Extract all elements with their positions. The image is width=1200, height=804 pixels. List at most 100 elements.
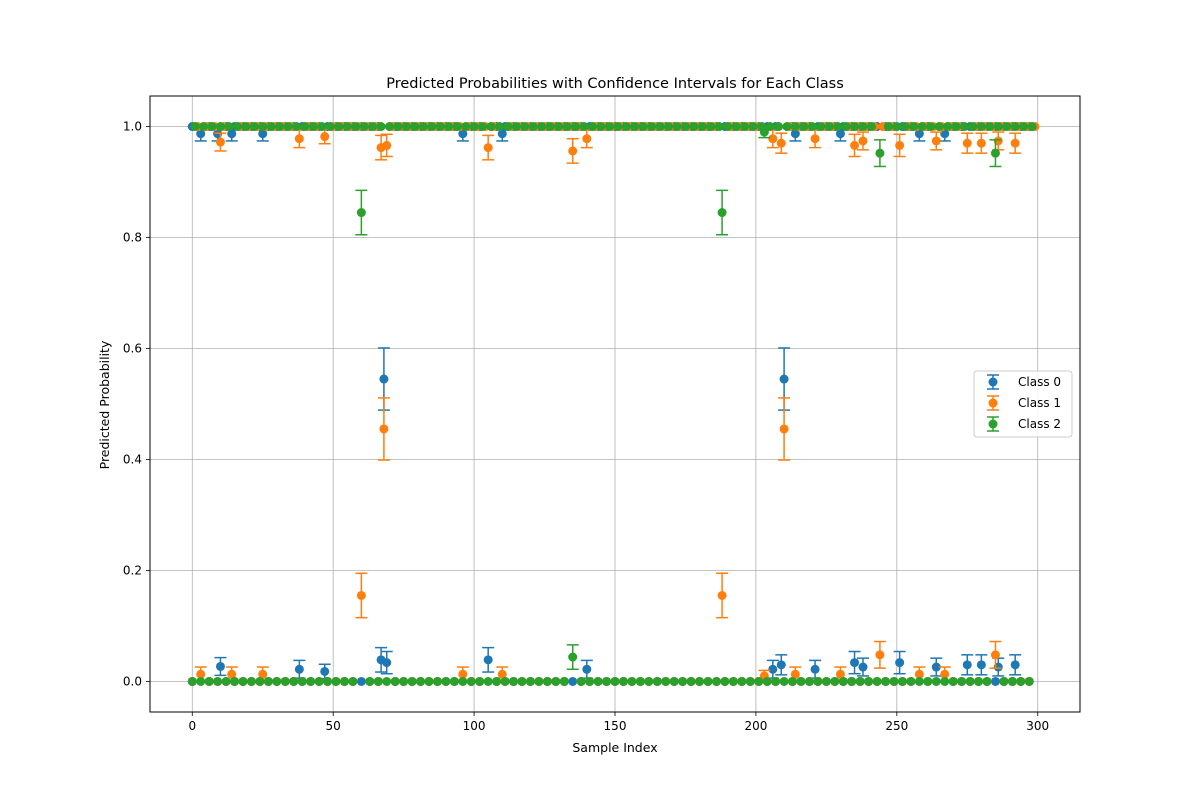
data-point (655, 122, 665, 132)
data-point (221, 676, 231, 686)
data-point (906, 676, 916, 686)
data-point (551, 676, 561, 686)
data-point (850, 658, 860, 668)
data-point (664, 122, 674, 132)
data-point (385, 122, 395, 132)
x-tick-label: 250 (885, 719, 908, 733)
data-point (835, 129, 845, 139)
data-point (917, 122, 927, 132)
legend: Class 0 Class 1 Class 2 (973, 370, 1073, 438)
data-point (895, 140, 905, 150)
data-point (714, 122, 724, 132)
data-point (292, 122, 302, 132)
data-point (914, 676, 924, 686)
data-point (365, 676, 375, 686)
data-point (788, 676, 798, 686)
data-point (509, 676, 519, 686)
data-point (604, 122, 614, 132)
data-point (215, 137, 225, 147)
data-point (554, 122, 564, 132)
data-point (934, 122, 944, 132)
data-point (990, 650, 1000, 660)
y-tick-label: 0.8 (123, 231, 142, 245)
data-point (985, 122, 995, 132)
data-point (317, 122, 327, 132)
data-point (258, 669, 268, 679)
data-point (824, 122, 834, 132)
data-point (776, 138, 786, 148)
data-point (379, 424, 389, 434)
data-point (410, 122, 420, 132)
data-point (458, 669, 468, 679)
data-point (215, 661, 225, 671)
data-point (799, 122, 809, 132)
x-axis-ticks: 0 50 100 150 200 250 300 (188, 712, 1049, 733)
data-point (458, 129, 468, 139)
x-tick-label: 200 (744, 719, 767, 733)
legend-label: Class 2 (1018, 417, 1061, 431)
data-point (379, 374, 389, 384)
y-axis-ticks: 0.0 0.2 0.4 0.6 0.8 1.0 (123, 120, 150, 688)
data-point (373, 676, 383, 686)
data-point (768, 134, 778, 144)
x-tick-label: 150 (604, 719, 627, 733)
legend-label: Class 1 (1018, 396, 1061, 410)
data-point (957, 676, 967, 686)
data-point (294, 134, 304, 144)
data-point (204, 676, 214, 686)
data-point (990, 676, 1000, 686)
data-point (542, 676, 552, 686)
data-point (461, 122, 471, 132)
data-point (568, 652, 578, 662)
x-axis-label: Sample Index (572, 740, 657, 755)
data-point (258, 129, 268, 139)
data-point (227, 669, 237, 679)
data-point (728, 676, 738, 686)
data-point (697, 122, 707, 132)
data-point (672, 122, 682, 132)
data-point (294, 664, 304, 674)
data-point (807, 122, 817, 132)
data-point (754, 676, 764, 686)
data-point (249, 122, 259, 132)
data-point (858, 136, 868, 146)
y-tick-label: 1.0 (123, 120, 142, 134)
data-point (638, 122, 648, 132)
data-point (613, 122, 623, 132)
data-point (855, 676, 865, 686)
data-point (537, 122, 547, 132)
data-point (779, 676, 789, 686)
data-point (940, 676, 950, 686)
data-point (875, 650, 885, 660)
data-point (717, 590, 727, 600)
data-point (993, 122, 1003, 132)
data-point (348, 676, 358, 686)
data-point (647, 122, 657, 132)
data-point (779, 424, 789, 434)
axes-frame (149, 95, 1081, 713)
data-point (621, 122, 631, 132)
data-point (483, 143, 493, 153)
data-point (263, 676, 273, 686)
data-point (418, 122, 428, 132)
data-point (528, 122, 538, 132)
data-point (579, 122, 589, 132)
data-marks (187, 122, 1040, 686)
data-point (796, 676, 806, 686)
legend-marker (988, 398, 998, 408)
data-point (959, 122, 969, 132)
data-point (1016, 676, 1026, 686)
data-point (483, 676, 493, 686)
data-point (207, 122, 217, 132)
data-point (306, 676, 316, 686)
data-point (238, 676, 248, 686)
data-point (356, 676, 366, 686)
data-point (571, 122, 581, 132)
data-point (990, 148, 1000, 158)
data-point (740, 122, 750, 132)
data-point (475, 676, 485, 686)
data-point (196, 129, 206, 139)
data-point (1010, 138, 1020, 148)
data-point (790, 129, 800, 139)
